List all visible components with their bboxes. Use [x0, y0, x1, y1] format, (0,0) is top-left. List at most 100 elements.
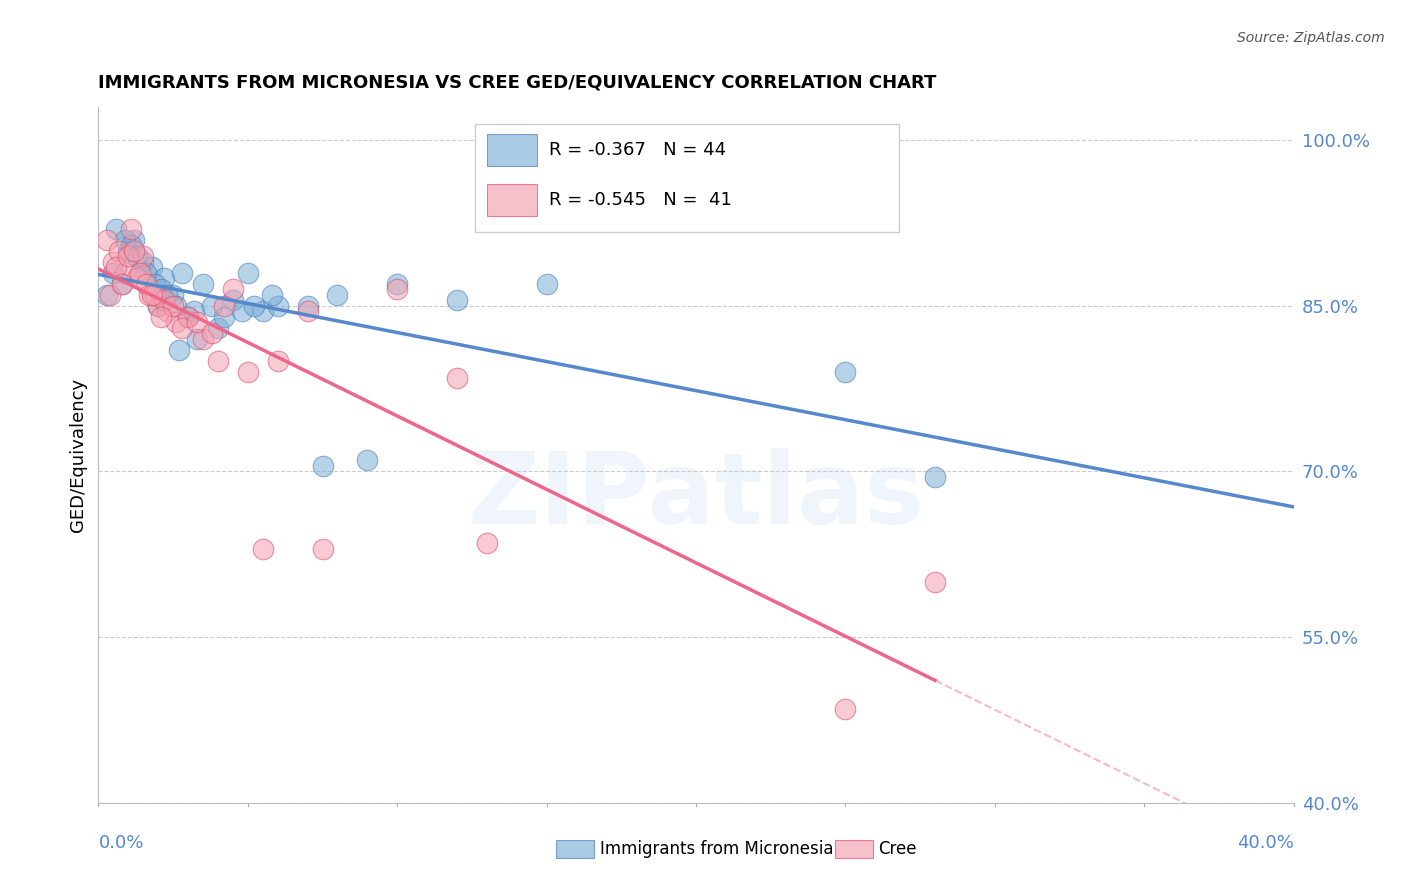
FancyBboxPatch shape — [557, 839, 595, 858]
Point — [124, 244, 146, 258]
Point — [120, 221, 142, 235]
Point — [111, 277, 134, 291]
Text: Immigrants from Micronesia: Immigrants from Micronesia — [600, 839, 834, 858]
Point — [114, 266, 136, 280]
Text: ZIPatlas: ZIPatlas — [468, 448, 924, 545]
Point — [141, 287, 163, 301]
Point — [150, 310, 173, 324]
Point — [114, 233, 136, 247]
Point — [138, 287, 160, 301]
Point — [172, 321, 194, 335]
Point — [191, 277, 214, 291]
Point — [117, 249, 139, 263]
Text: 40.0%: 40.0% — [1237, 834, 1294, 852]
Point — [236, 365, 259, 379]
Point — [924, 470, 946, 484]
Point — [103, 266, 125, 280]
Text: R = -0.545   N =  41: R = -0.545 N = 41 — [548, 191, 733, 209]
Point — [536, 277, 558, 291]
Point — [132, 254, 155, 268]
Point — [201, 326, 224, 341]
Point — [148, 299, 170, 313]
Point — [150, 282, 173, 296]
Point — [186, 315, 208, 329]
Point — [191, 332, 214, 346]
Point — [212, 310, 235, 324]
Point — [236, 266, 259, 280]
Point — [356, 453, 378, 467]
Point — [165, 315, 187, 329]
Point — [156, 304, 179, 318]
Point — [120, 238, 142, 252]
Point — [311, 541, 333, 556]
Point — [201, 299, 224, 313]
Point — [124, 233, 146, 247]
Point — [446, 370, 468, 384]
FancyBboxPatch shape — [835, 839, 873, 858]
Point — [297, 304, 319, 318]
Point — [132, 249, 155, 263]
Point — [141, 260, 163, 275]
Point — [924, 574, 946, 589]
Point — [172, 266, 194, 280]
Point — [153, 271, 176, 285]
Point — [267, 299, 290, 313]
Point — [311, 458, 333, 473]
Point — [165, 299, 187, 313]
Point — [222, 282, 245, 296]
Point — [167, 343, 190, 357]
Point — [156, 287, 179, 301]
Point — [100, 287, 122, 301]
Point — [252, 304, 274, 318]
Point — [446, 293, 468, 308]
Point — [153, 293, 176, 308]
Point — [385, 282, 409, 296]
Point — [135, 277, 157, 291]
Point — [143, 287, 166, 301]
Text: Source: ZipAtlas.com: Source: ZipAtlas.com — [1237, 31, 1385, 45]
Point — [177, 310, 200, 324]
Point — [834, 702, 856, 716]
Point — [231, 304, 253, 318]
Text: 0.0%: 0.0% — [98, 834, 143, 852]
Point — [212, 299, 235, 313]
Point — [105, 260, 128, 275]
Point — [326, 287, 349, 301]
Point — [162, 299, 184, 313]
Point — [260, 287, 283, 301]
Point — [267, 354, 290, 368]
Point — [183, 304, 205, 318]
Point — [143, 277, 166, 291]
Point — [129, 266, 152, 280]
Text: IMMIGRANTS FROM MICRONESIA VS CREE GED/EQUIVALENCY CORRELATION CHART: IMMIGRANTS FROM MICRONESIA VS CREE GED/E… — [98, 74, 936, 92]
Point — [475, 536, 498, 550]
Y-axis label: GED/Equivalency: GED/Equivalency — [69, 378, 87, 532]
Point — [96, 287, 118, 301]
Point — [135, 266, 157, 280]
Point — [207, 321, 229, 335]
Point — [252, 541, 274, 556]
Point — [103, 254, 125, 268]
Point — [117, 244, 139, 258]
FancyBboxPatch shape — [486, 134, 537, 166]
Point — [105, 221, 128, 235]
FancyBboxPatch shape — [486, 185, 537, 216]
Point — [127, 249, 149, 263]
Point — [148, 299, 170, 313]
Text: Cree: Cree — [877, 839, 917, 858]
FancyBboxPatch shape — [475, 124, 900, 232]
Point — [111, 277, 134, 291]
Point — [834, 365, 856, 379]
Point — [162, 287, 184, 301]
Point — [108, 244, 131, 258]
Point — [297, 299, 319, 313]
Point — [186, 332, 208, 346]
Point — [207, 354, 229, 368]
Point — [96, 233, 118, 247]
Point — [243, 299, 266, 313]
Point — [385, 277, 409, 291]
Point — [177, 310, 200, 324]
Point — [127, 271, 149, 285]
Point — [222, 293, 245, 308]
Text: R = -0.367   N = 44: R = -0.367 N = 44 — [548, 141, 725, 159]
